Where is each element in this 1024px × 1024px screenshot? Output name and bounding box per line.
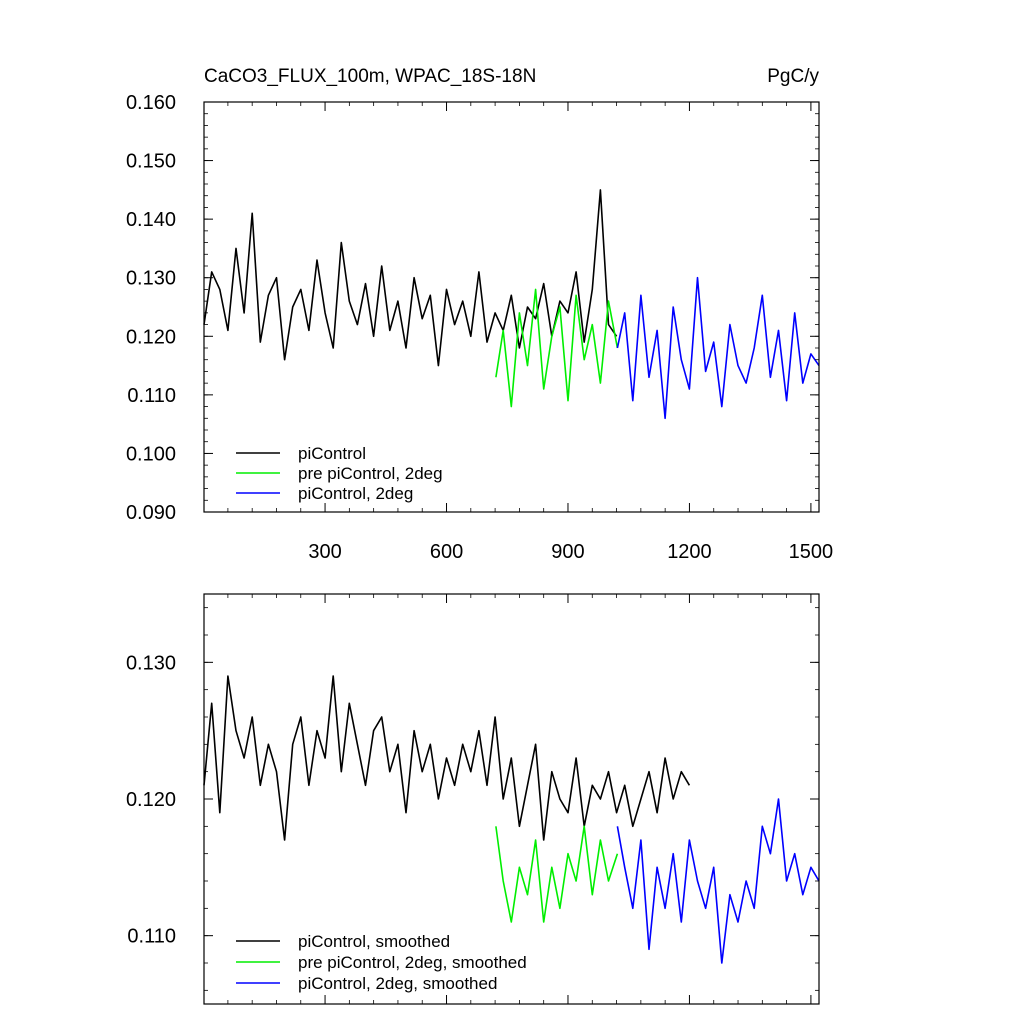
legend-label-3: piControl, 2deg: [298, 484, 413, 503]
series-line-3: [616, 798, 820, 964]
y-tick-label: 0.160: [126, 92, 176, 114]
panel-bottom-ticks: 0.110 0.120 0.130: [126, 594, 819, 1004]
legend-label-2: pre piControl, 2deg, smoothed: [298, 953, 527, 972]
panel-top-series: [203, 189, 820, 420]
y-tick-label: 0.110: [127, 385, 176, 407]
panel-top-units: PgC/y: [767, 66, 819, 87]
x-tick-label: 300: [308, 541, 341, 563]
y-tick-label: 0.130: [126, 268, 176, 290]
panel-bottom-series: [203, 675, 820, 964]
legend-label-1: piControl: [298, 444, 366, 463]
x-tick-label: 1200: [667, 541, 712, 563]
series-line-1: [203, 675, 691, 841]
x-tick-label: 600: [430, 541, 463, 563]
panel-bottom: 0.110 0.120 0.130 piControl, smoothed pre p…: [126, 593, 820, 1005]
panel-top-ticks: 0.090 0.100 0.110 0.120 0.130 0.140 0.150 0.160…: [126, 92, 833, 563]
y-tick-label: 0.100: [126, 443, 176, 465]
x-tick-label: 900: [551, 541, 584, 563]
y-tick-label: 0.120: [126, 326, 176, 348]
x-tick-label: 1500: [789, 541, 834, 563]
legend-label-1: piControl, smoothed: [298, 932, 450, 951]
panel-top: CaCO3_FLUX_100m, WPAC_18S-18N PgC/y 0.09…: [126, 66, 833, 563]
y-tick-label: 0.140: [126, 209, 176, 231]
panel-top-title: CaCO3_FLUX_100m, WPAC_18S-18N: [204, 66, 536, 87]
series-line-2: [495, 288, 619, 408]
y-tick-label: 0.130: [126, 652, 176, 674]
y-tick-label: 0.120: [126, 789, 176, 811]
y-tick-label: 0.110: [127, 926, 176, 948]
y-tick-label: 0.150: [126, 151, 176, 173]
legend-label-3: piControl, 2deg, smoothed: [298, 974, 497, 993]
panel-top-frame: [203, 101, 820, 513]
series-line-2: [495, 825, 619, 923]
panel-bottom-frame: [203, 593, 820, 1005]
y-tick-label: 0.090: [126, 502, 176, 524]
panel-bottom-legend: piControl, smoothed pre piControl, 2deg, …: [236, 932, 527, 993]
legend-label-2: pre piControl, 2deg: [298, 464, 443, 483]
series-line-3: [616, 276, 820, 420]
series-line-1: [203, 189, 618, 367]
